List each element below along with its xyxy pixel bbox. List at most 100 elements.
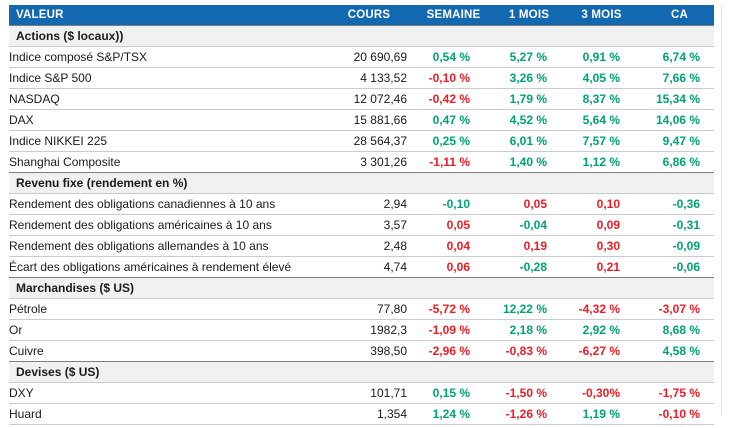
page-edge-divider <box>721 5 722 416</box>
change-value-m1: -0,83 % <box>484 340 558 362</box>
cours-value: 3,57 <box>315 214 407 236</box>
change-value-semaine: 0,15 % <box>407 382 484 404</box>
table-row: DXY 101,71 0,15 % -1,50 % -0,30% -1,75 % <box>9 382 714 404</box>
instrument-name: Euro <box>9 424 315 428</box>
table-body: Actions ($ locaux)) Indice composé S&P/TS… <box>9 25 714 428</box>
change-value-semaine: -0,42 % <box>407 88 484 110</box>
change-value-m3: 8,37 % <box>558 88 629 110</box>
instrument-name: Cuivre <box>9 340 315 362</box>
change-value-ca: 6,86 % <box>629 151 714 173</box>
change-value-ca: 15,34 % <box>629 88 714 110</box>
cours-value: 77,80 <box>315 298 407 320</box>
change-value-m3: 5,64 % <box>558 109 629 131</box>
table-row: Rendement des obligations canadiennes à … <box>9 193 714 215</box>
instrument-name: Rendement des obligations allemandes à 1… <box>9 235 315 257</box>
section-row: Revenu fixe (rendement en %) <box>9 172 714 194</box>
change-value-m1: -1,26 % <box>484 403 558 425</box>
table-row: Indice composé S&P/TSX 20 690,69 0,54 % 5,2… <box>9 46 714 68</box>
change-value-ca: -0,09 <box>629 235 714 257</box>
section-row: Actions ($ locaux)) <box>9 25 714 47</box>
change-value-m3: -4,32 % <box>558 298 629 320</box>
cours-value: 0,9098 <box>315 424 407 428</box>
cours-value: 1982,3 <box>315 319 407 341</box>
table-row: Cuivre 398,50 -2,96 % -0,83 % -6,27 % 4,58 % <box>9 340 714 362</box>
cours-value: 2,48 <box>315 235 407 257</box>
instrument-name: Pétrole <box>9 298 315 320</box>
cours-value: 398,50 <box>315 340 407 362</box>
change-value-semaine: 0,25 % <box>407 130 484 152</box>
change-value-m1: -2,04 % <box>484 424 558 428</box>
change-value-m3: 0,91 % <box>558 46 629 68</box>
section-label: Actions ($ locaux)) <box>9 25 714 47</box>
change-value-ca: 8,68 % <box>629 319 714 341</box>
change-value-m3: -6,27 % <box>558 340 629 362</box>
instrument-name: Rendement des obligations canadiennes à … <box>9 193 315 215</box>
change-value-m3: -0,30% <box>558 382 629 404</box>
change-value-m3: 0,30 <box>558 235 629 257</box>
change-value-semaine: -5,72 % <box>407 298 484 320</box>
cours-value: 4 133,52 <box>315 67 407 89</box>
change-value-semaine: 1,24 % <box>407 403 484 425</box>
section-label: Revenu fixe (rendement en %) <box>9 172 714 194</box>
instrument-name: Indice NIKKEI 225 <box>9 130 315 152</box>
change-value-ca: 6,74 % <box>629 46 714 68</box>
cours-value: 28 564,37 <box>315 130 407 152</box>
change-value-semaine: 0,05 <box>407 214 484 236</box>
change-value-m3: 4,05 % <box>558 67 629 89</box>
section-row: Marchandises ($ US) <box>9 277 714 299</box>
change-value-semaine: 0,54 % <box>407 46 484 68</box>
instrument-name: NASDAQ <box>9 88 315 110</box>
change-value-semaine: -1,09 % <box>407 319 484 341</box>
market-summary-table: VALEUR COURS SEMAINE 1 MOIS 3 MOIS CA Ac… <box>9 5 714 428</box>
change-value-semaine: -0,10 % <box>407 67 484 89</box>
section-label: Marchandises ($ US) <box>9 277 714 299</box>
cours-value: 4,74 <box>315 256 407 278</box>
change-value-ca: 4,58 % <box>629 340 714 362</box>
change-value-ca: -0,31 <box>629 214 714 236</box>
table-row: Pétrole 77,80 -5,72 % 12,22 % -4,32 % -3,07 % <box>9 298 714 320</box>
change-value-m3: 1,12 % <box>558 151 629 173</box>
change-value-m3: 7,57 % <box>558 130 629 152</box>
cours-value: 1,354 <box>315 403 407 425</box>
change-value-ca: 9,47 % <box>629 130 714 152</box>
table-row: Rendement des obligations américaines à … <box>9 214 714 236</box>
table-row: Shanghai Composite 3 301,26 -1,11 % 1,40 % 1… <box>9 151 714 173</box>
table-row: Or 1982,3 -1,09 % 2,18 % 2,92 % 8,68 % <box>9 319 714 341</box>
change-value-m1: 4,52 % <box>484 109 558 131</box>
table-row: Écart des obligations américaines à rend… <box>9 256 714 278</box>
table-row: Huard 1,354 1,24 % -1,26 % 1,19 % -0,10 % <box>9 403 714 425</box>
change-value-semaine: -1,11 % <box>407 151 484 173</box>
change-value-ca: -0,36 <box>629 193 714 215</box>
table-row: DAX 15 881,66 0,47 % 4,52 % 5,64 % 14,06 % <box>9 109 714 131</box>
change-value-semaine: 0,06 <box>407 256 484 278</box>
change-value-ca: -0,10 % <box>629 403 714 425</box>
table-header: VALEUR COURS SEMAINE 1 MOIS 3 MOIS CA <box>9 5 714 26</box>
instrument-name: DXY <box>9 382 315 404</box>
change-value-semaine: 0,01 % <box>407 424 484 428</box>
change-value-semaine: -0,10 <box>407 193 484 215</box>
change-value-m1: 0,19 <box>484 235 558 257</box>
table-row: Euro0,90980,01 %-2,04 %-1,23 %-2,60 % <box>9 424 714 428</box>
change-value-ca: -1,75 % <box>629 382 714 404</box>
change-value-m1: 0,05 <box>484 193 558 215</box>
instrument-name: Écart des obligations américaines à rend… <box>9 256 315 278</box>
section-label: Devises ($ US) <box>9 361 714 383</box>
header-row: VALEUR COURS SEMAINE 1 MOIS 3 MOIS CA <box>9 5 714 26</box>
change-value-m1: -0,04 <box>484 214 558 236</box>
change-value-m3: 1,19 % <box>558 403 629 425</box>
instrument-name: Rendement des obligations américaines à … <box>9 214 315 236</box>
change-value-m1: 5,27 % <box>484 46 558 68</box>
change-value-m1: 2,18 % <box>484 319 558 341</box>
cours-value: 101,71 <box>315 382 407 404</box>
change-value-semaine: 0,04 <box>407 235 484 257</box>
cours-value: 2,94 <box>315 193 407 215</box>
cours-value: 15 881,66 <box>315 109 407 131</box>
change-value-ca: -2,60 % <box>629 424 714 428</box>
change-value-semaine: 0,47 % <box>407 109 484 131</box>
table-row: NASDAQ 12 072,46 -0,42 % 1,79 % 8,37 % 15,34 … <box>9 88 714 110</box>
column-header-semaine: SEMAINE <box>407 5 484 26</box>
change-value-m3: -1,23 % <box>558 424 629 428</box>
change-value-m1: 6,01 % <box>484 130 558 152</box>
change-value-m3: 0,10 <box>558 193 629 215</box>
